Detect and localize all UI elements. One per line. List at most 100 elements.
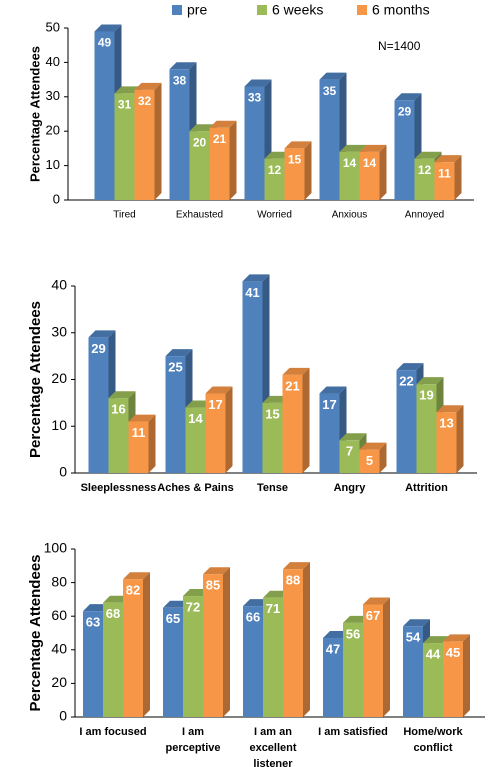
bar <box>114 93 135 200</box>
value-label: 16 <box>111 402 125 417</box>
y-tick-label: 50 <box>46 19 60 34</box>
bar <box>443 641 463 717</box>
bar <box>436 412 457 473</box>
bar-side <box>148 414 156 473</box>
bar <box>284 148 305 200</box>
bar-top <box>339 144 367 152</box>
value-label: 19 <box>419 388 433 403</box>
bar <box>243 606 263 717</box>
value-label: 49 <box>98 36 112 50</box>
x-tick-label: Angry <box>334 482 367 494</box>
bar <box>394 100 415 200</box>
bar-side <box>143 572 150 717</box>
bar <box>264 158 285 200</box>
bar-top <box>94 24 122 32</box>
y-tick-label: 10 <box>46 157 60 172</box>
bar <box>165 356 186 473</box>
x-tick-label: Anxious <box>332 210 368 221</box>
bar <box>434 162 455 200</box>
bar-top <box>165 349 193 357</box>
bar-top <box>319 72 347 80</box>
value-label: 41 <box>245 285 259 300</box>
bar-top <box>319 386 347 394</box>
bar-top <box>403 619 430 627</box>
value-label: 67 <box>366 608 380 623</box>
value-label: 11 <box>132 425 146 440</box>
bar-side <box>229 120 237 200</box>
bar-top <box>108 391 136 399</box>
value-label: 21 <box>213 132 227 146</box>
y-axis-label: Percentage Attendees <box>27 301 44 458</box>
value-label: 29 <box>398 104 412 118</box>
bar <box>339 151 360 200</box>
value-label: 14 <box>188 411 203 426</box>
y-axis-label: Percentage Attendees <box>27 46 42 182</box>
bar-top <box>209 120 237 128</box>
value-label: 17 <box>208 397 222 412</box>
bar <box>242 281 263 473</box>
bar <box>319 393 340 473</box>
y-axis-label: Percentage Attendees <box>27 554 44 711</box>
legend-label: 6 weeks <box>272 2 323 18</box>
y-tick-label: 40 <box>46 54 60 69</box>
bar-side <box>463 634 470 717</box>
x-tick-label: Attrition <box>405 482 448 494</box>
bar <box>359 449 380 473</box>
bar <box>416 384 437 473</box>
bar <box>128 421 149 473</box>
y-tick-label: 100 <box>44 540 68 556</box>
bar <box>169 69 190 200</box>
x-tick-label: Tense <box>257 482 288 494</box>
bar <box>403 626 423 717</box>
bar <box>209 127 230 200</box>
bar-side <box>303 562 310 717</box>
value-label: 45 <box>446 645 460 660</box>
y-tick-label: 20 <box>46 123 60 138</box>
bar-top <box>394 93 422 101</box>
bar-side <box>304 141 312 200</box>
bar-top <box>282 367 310 375</box>
x-tick-label: I am an excellent listener <box>249 726 296 767</box>
x-tick-label: Tired <box>113 210 135 221</box>
value-label: 54 <box>406 630 421 645</box>
bar <box>363 604 383 717</box>
value-label: 82 <box>126 583 140 598</box>
legend-swatch <box>172 5 182 15</box>
value-label: 29 <box>91 341 105 356</box>
bar-side <box>379 144 387 200</box>
bar-top <box>128 414 156 422</box>
bar-top <box>242 274 270 282</box>
value-label: 12 <box>418 163 432 177</box>
value-label: 68 <box>106 606 120 621</box>
value-label: 44 <box>426 647 441 662</box>
value-label: 21 <box>285 378 299 393</box>
legend-swatch <box>357 5 367 15</box>
value-label: 72 <box>186 599 200 614</box>
bar-side <box>383 597 390 717</box>
legend-label: pre <box>187 2 207 18</box>
y-tick-label: 80 <box>51 573 67 589</box>
bar <box>283 569 303 717</box>
y-tick-label: 0 <box>59 464 67 480</box>
bar <box>103 602 123 717</box>
x-tick-label: I am perceptive <box>165 726 220 754</box>
y-tick-label: 10 <box>51 417 67 433</box>
bar <box>83 611 103 717</box>
bar <box>339 440 360 473</box>
x-tick-label: Exhausted <box>176 210 223 221</box>
bar <box>205 393 226 473</box>
legend-label: 6 months <box>372 2 430 18</box>
bar-side <box>454 155 462 200</box>
bar-side <box>379 442 387 473</box>
value-label: 65 <box>166 611 180 626</box>
bar <box>262 402 283 473</box>
x-tick-label: I am focused <box>79 726 146 738</box>
x-tick-label: Worried <box>257 210 292 221</box>
x-tick-label: Aches & Pains <box>157 482 233 494</box>
bar <box>263 597 283 717</box>
bar-top <box>88 330 116 338</box>
bar <box>423 643 443 717</box>
value-label: 22 <box>399 374 413 389</box>
bar-top <box>359 144 387 152</box>
